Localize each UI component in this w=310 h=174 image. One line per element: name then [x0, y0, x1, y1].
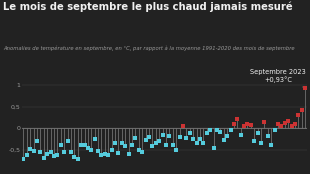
Text: Le mois de septembre le plus chaud jamais mesuré: Le mois de septembre le plus chaud jamai… [3, 2, 293, 12]
Text: Anomalies de température en septembre, en °C, par rapport à la moyenne 1991-2020: Anomalies de température en septembre, e… [3, 45, 295, 51]
Text: Septembre 2023
+0,93°C: Septembre 2023 +0,93°C [250, 69, 306, 87]
